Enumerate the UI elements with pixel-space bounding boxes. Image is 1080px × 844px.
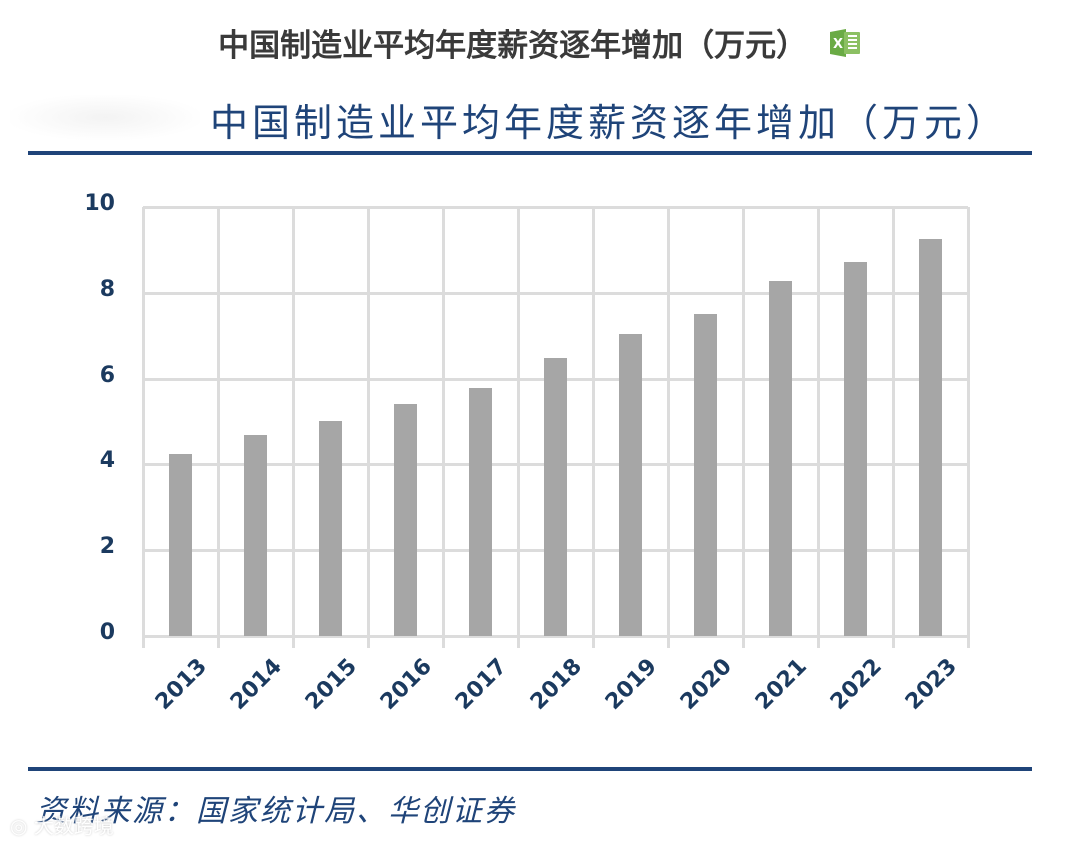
bottom-divider: [28, 767, 1032, 771]
y-tick-label: 0: [99, 620, 115, 645]
x-tick-label: 2020: [676, 654, 738, 715]
excel-icon[interactable]: X: [828, 26, 862, 60]
x-tick-label: 2014: [226, 654, 288, 715]
gridline-v: [892, 207, 895, 636]
gridline-v: [367, 207, 370, 636]
x-tick-mark: [892, 636, 895, 648]
x-tick-label: 2021: [751, 654, 813, 715]
gridline-v: [742, 207, 745, 636]
y-tick-label: 6: [99, 362, 115, 388]
page-title: 中国制造业平均年度薪资逐年增加（万元） X: [0, 20, 1080, 65]
bar-2015[interactable]: [319, 420, 342, 636]
x-tick-label: 2018: [526, 654, 588, 715]
x-tick-mark: [742, 636, 745, 648]
x-tick-label: 2019: [601, 654, 663, 715]
bar-2023[interactable]: [919, 239, 942, 636]
plot-area: [142, 206, 970, 648]
gridline-v: [142, 207, 145, 636]
x-tick-mark: [367, 636, 370, 648]
gridline-v: [292, 207, 295, 636]
x-tick-mark: [142, 636, 145, 648]
x-tick-mark: [292, 636, 295, 648]
x-tick-mark: [667, 636, 670, 648]
source-note: 资料来源：国家统计局、华创证券: [36, 794, 516, 829]
x-tick-label: 2016: [376, 654, 438, 715]
watermark: ◎ 大数跨境: [10, 810, 114, 839]
gridline-v: [967, 207, 970, 636]
gridline-v: [592, 207, 595, 636]
gridline-h: [143, 291, 968, 295]
bar-2017[interactable]: [469, 388, 492, 636]
y-tick-label: 4: [99, 448, 115, 474]
bar-2019[interactable]: [619, 333, 642, 636]
chart-title: 中国制造业平均年度薪资逐年增加（万元）: [210, 101, 1009, 145]
gridline-v: [442, 207, 445, 636]
gridline-v: [217, 207, 220, 636]
x-tick-label: 2022: [826, 654, 888, 715]
gridline-v: [667, 207, 670, 636]
bar-2018[interactable]: [544, 358, 567, 636]
x-tick-mark: [967, 636, 970, 648]
x-tick-mark: [442, 636, 445, 648]
bar-2021[interactable]: [769, 281, 792, 636]
bar-2013[interactable]: [169, 453, 192, 636]
y-tick-label: 8: [99, 276, 115, 302]
x-tick-mark: [217, 636, 220, 648]
gridline-v: [817, 207, 820, 636]
x-tick-mark: [592, 636, 595, 648]
page-title-text: 中国制造业平均年度薪资逐年增加（万元）: [218, 28, 808, 64]
x-tick-mark: [517, 636, 520, 648]
top-divider: [28, 151, 1032, 155]
gridline-h: [143, 206, 968, 209]
watermark-logo-icon: ◎: [10, 814, 34, 838]
x-tick-label: 2015: [301, 654, 363, 715]
watermark-text: 大数跨境: [33, 814, 114, 838]
y-tick-label: 2: [99, 534, 115, 560]
gridline-v: [517, 207, 520, 636]
decorative-fade: [10, 95, 200, 140]
x-tick-label: 2017: [451, 654, 513, 715]
x-tick-label: 2013: [151, 654, 213, 715]
x-tick-mark: [817, 636, 820, 648]
svg-text:X: X: [833, 37, 843, 52]
bar-2014[interactable]: [244, 434, 267, 636]
gridline-h: [143, 635, 968, 638]
bar-2022[interactable]: [844, 262, 867, 636]
y-tick-label: 10: [84, 191, 115, 216]
x-tick-label: 2023: [901, 654, 963, 715]
bar-2016[interactable]: [394, 403, 417, 636]
bar-2020[interactable]: [694, 314, 717, 636]
